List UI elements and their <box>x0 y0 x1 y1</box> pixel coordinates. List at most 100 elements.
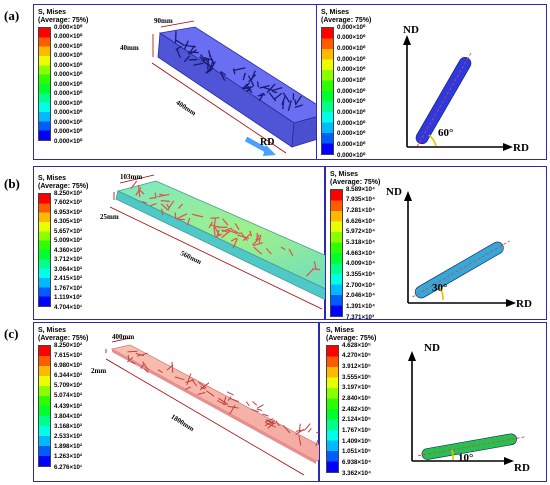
fiber <box>307 427 312 433</box>
row-a: (a) S, Mises (Average: 75%) 0.000×10⁰ 0.0… <box>0 0 550 162</box>
fiber <box>207 58 210 70</box>
legend-value: 0.000×10⁰ <box>54 71 83 78</box>
fiber <box>280 246 286 251</box>
axes-b: ND RD 30° <box>386 186 532 310</box>
legend-value: 5.972×10⁴ <box>346 228 376 236</box>
fiber <box>247 75 255 87</box>
fiber <box>127 350 138 353</box>
legend-value: 1.119×10² <box>54 294 82 301</box>
legend-subtitle: (Average: 75%) <box>326 335 377 342</box>
legend-value: 0.000×10⁰ <box>337 23 366 31</box>
legend-value: 6.626×10⁴ <box>346 217 376 225</box>
fiber <box>272 86 283 92</box>
fiber <box>190 49 197 55</box>
fiber <box>130 360 136 364</box>
fiber <box>160 203 170 212</box>
fiber <box>287 100 292 111</box>
legend-value: 4.439×10² <box>54 402 83 410</box>
legend-value: 0.000×10⁰ <box>54 23 83 31</box>
fiber <box>242 72 246 81</box>
fiber <box>244 85 253 94</box>
angle-c: 10° <box>458 452 473 464</box>
fiber <box>191 378 198 387</box>
fiber <box>138 188 145 195</box>
legend-value: 1.898×10² <box>54 443 83 451</box>
fiber <box>282 92 291 103</box>
fiber <box>227 405 239 409</box>
fiber <box>174 376 185 381</box>
legend-colorbar <box>38 193 51 307</box>
legend-value: 6.305×10² <box>54 218 83 225</box>
fiber <box>141 201 147 204</box>
dim-width-c: 400mm <box>112 333 134 341</box>
legend-colorbar <box>330 189 343 317</box>
fiber <box>177 203 183 209</box>
fiber <box>313 261 317 270</box>
legend-value: 1.391×10⁴ <box>346 302 376 310</box>
fiber <box>268 92 277 102</box>
fiber <box>260 93 266 96</box>
legend-value: 7.615×10² <box>54 351 83 359</box>
axis-rd-label: RD <box>516 298 532 310</box>
axis-rd-label: RD <box>514 462 530 474</box>
fiber <box>226 391 234 396</box>
fiber <box>265 248 272 255</box>
legend-value: 3.362×10⁴ <box>342 469 372 477</box>
fiber <box>160 200 170 202</box>
dim-width-b: 103mm <box>120 173 142 181</box>
fiber <box>253 246 263 255</box>
legend-value: 5.318×10⁴ <box>346 238 376 246</box>
legend-value: 5.709×10² <box>54 382 83 390</box>
fiber <box>157 369 163 374</box>
legend-c-left: S, Mises (Average: 75%) 8.250×10² 7.615×1… <box>38 327 88 471</box>
legend-value: 0.000×10⁰ <box>337 108 366 116</box>
fiber <box>209 59 214 72</box>
legend-value: 0.000×10⁰ <box>54 33 83 40</box>
fiber <box>140 363 145 369</box>
dim-height-a: 40mm <box>120 44 139 52</box>
legend-title: S, Mises <box>38 175 67 182</box>
fiber <box>294 104 303 109</box>
fiber <box>176 48 181 59</box>
legend-value: 3.064×10² <box>54 265 83 273</box>
legend-value: 1.409×10⁵ <box>342 437 371 445</box>
rod-axis-line <box>412 240 510 298</box>
fiber <box>142 361 150 371</box>
fiber <box>249 230 253 237</box>
fiber <box>198 381 207 389</box>
fiber <box>251 408 259 413</box>
legend-colorbar <box>38 27 51 141</box>
fiber <box>282 424 291 434</box>
specimen-c: 400mm 2mm 1800mm <box>91 333 320 476</box>
fiber <box>149 197 156 200</box>
legend-value: 6.980×10² <box>54 361 83 369</box>
legend-value: 5.657×10² <box>54 227 83 235</box>
legend-value: 0.000×10⁰ <box>337 98 366 106</box>
fiber <box>232 68 236 75</box>
fiber <box>227 396 232 402</box>
legend-title: S, Mises <box>326 327 355 334</box>
fiber <box>312 268 320 271</box>
fiber <box>256 81 259 88</box>
fiber <box>136 352 148 357</box>
fiber <box>144 368 149 374</box>
legend-value: 0.000×10⁰ <box>54 128 83 135</box>
legend-value: 0.000×10⁰ <box>337 34 366 42</box>
fiber <box>197 392 206 395</box>
axis-rd-label: RD <box>513 142 529 154</box>
fiber <box>209 54 215 65</box>
fiber <box>256 408 262 411</box>
legend-value: 6.953×10² <box>54 208 83 216</box>
fiber <box>213 217 216 230</box>
fiber <box>193 62 204 66</box>
rd-arrow-label: RD <box>260 137 274 148</box>
fiber <box>171 361 174 373</box>
fiber <box>262 413 269 417</box>
angle-b: 30° <box>432 282 447 294</box>
fiber <box>127 354 130 361</box>
fiber <box>161 208 164 216</box>
legend-value: 0.000×10⁰ <box>54 137 83 145</box>
specimen-b: 103mm 25mm 560mm <box>100 173 326 310</box>
legend-a-right: S, Mises (Average: 75%) 0.000×10⁰ 0.000×1… <box>321 9 371 159</box>
dim-height-c: 2mm <box>91 367 106 375</box>
